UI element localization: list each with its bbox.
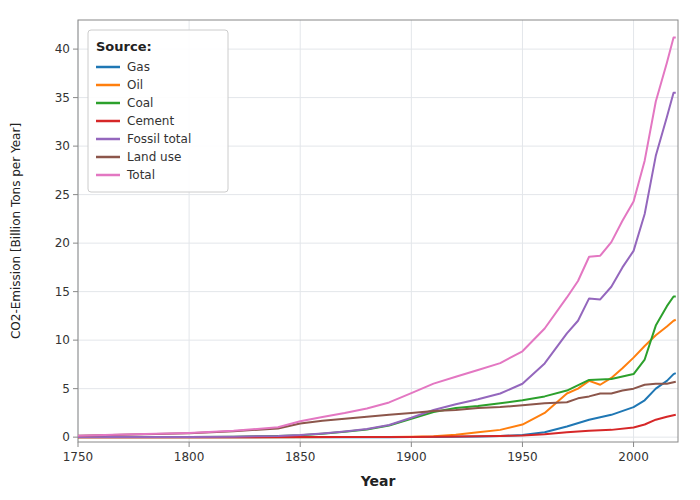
- legend-swatch: [96, 138, 120, 141]
- legend-label: Coal: [127, 96, 153, 110]
- grid-line-x: [411, 20, 412, 442]
- grid-line-y: [78, 194, 678, 195]
- legend-label: Oil: [127, 78, 143, 92]
- grid-line-x: [300, 20, 301, 442]
- tick-y: [73, 243, 78, 244]
- plot-frame: [78, 20, 678, 442]
- legend-swatch: [96, 84, 120, 87]
- tick-label-y: 30: [55, 139, 70, 153]
- legend-label: Land use: [127, 150, 181, 164]
- tick-label-y: 40: [55, 42, 70, 56]
- series-line: [78, 320, 676, 437]
- legend-swatch: [96, 120, 120, 123]
- legend-swatch: [96, 66, 120, 69]
- tick-x: [522, 442, 523, 447]
- tick-label-y: 0: [62, 430, 70, 444]
- tick-x: [411, 442, 412, 447]
- tick-y: [73, 437, 78, 438]
- grid-line-x: [633, 20, 634, 442]
- tick-y: [73, 146, 78, 147]
- tick-x: [633, 442, 634, 447]
- tick-label-y: 5: [62, 382, 70, 396]
- tick-y: [73, 97, 78, 98]
- tick-label-y: 20: [55, 236, 70, 250]
- axis-title-y: CO2-Emission [Billion Tons per Year]: [9, 123, 23, 339]
- grid: [78, 20, 678, 442]
- series-line: [78, 382, 676, 436]
- tick-x: [78, 442, 79, 447]
- plot-background: [78, 20, 678, 442]
- tick-label-y: 25: [55, 188, 70, 202]
- legend-label: Total: [126, 168, 155, 182]
- tick-x: [189, 442, 190, 447]
- tick-label-x: 1900: [396, 450, 427, 464]
- tick-y: [73, 388, 78, 389]
- tick-y: [73, 194, 78, 195]
- tick-label-x: 1950: [507, 450, 538, 464]
- tick-y: [73, 291, 78, 292]
- grid-line-y: [78, 243, 678, 244]
- legend-swatch: [96, 174, 120, 177]
- legend: Source: Gas Oil Coal Cement Fossil total Land …: [88, 30, 228, 192]
- axis-title-x: Year: [360, 473, 396, 489]
- tick-label-y: 10: [55, 333, 70, 347]
- grid-line-x: [522, 20, 523, 442]
- grid-line-y: [78, 340, 678, 341]
- tick-y: [73, 49, 78, 50]
- legend-title: Source:: [96, 39, 152, 54]
- grid-line-y: [78, 388, 678, 389]
- legend-label: Gas: [127, 60, 150, 74]
- tick-x: [300, 442, 301, 447]
- tick-label-x: 1800: [174, 450, 205, 464]
- tick-label-x: 1750: [63, 450, 94, 464]
- legend-swatch: [96, 102, 120, 105]
- series-line: [78, 296, 676, 437]
- tick-label-y: 15: [55, 285, 70, 299]
- grid-line-y: [78, 291, 678, 292]
- legend-label: Fossil total: [127, 132, 191, 146]
- legend-label: Cement: [127, 114, 174, 128]
- chart: 1750 1800 1850 1900 1950 2000 0 5 10 15 20 25 30 35 40…: [0, 0, 700, 500]
- tick-y: [73, 340, 78, 341]
- legend-box: [88, 30, 228, 192]
- tick-label-y: 35: [55, 91, 70, 105]
- tick-label-x: 2000: [618, 450, 649, 464]
- legend-swatch: [96, 156, 120, 159]
- tick-label-x: 1850: [285, 450, 316, 464]
